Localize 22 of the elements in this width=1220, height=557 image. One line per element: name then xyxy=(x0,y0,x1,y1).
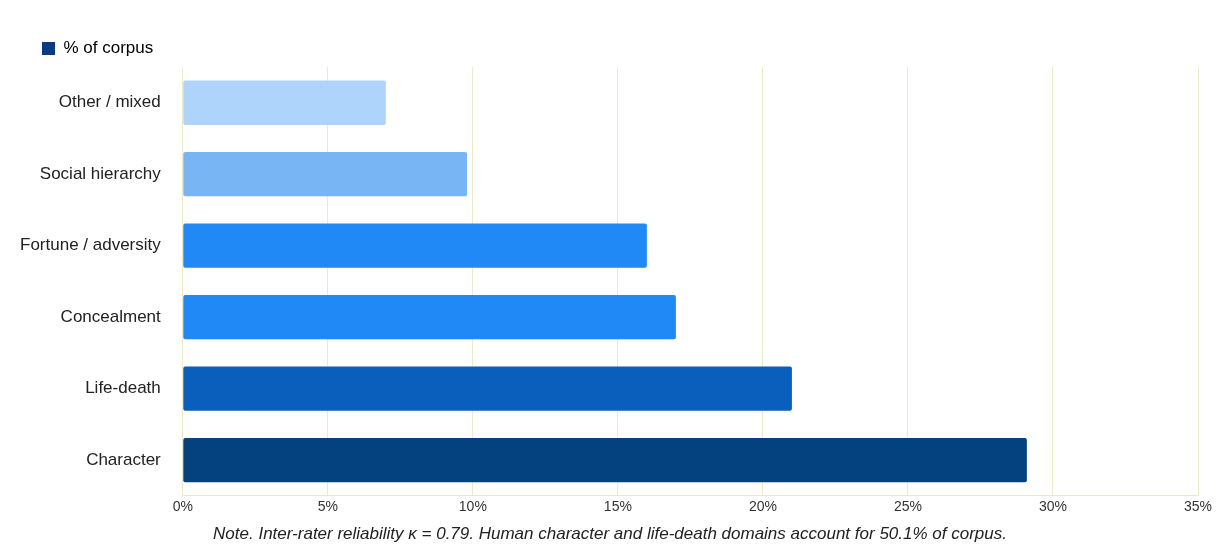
text: Note. Inter-rater reliability κ = 0.79. Human character and life-death domains account for 50.1% of corpus. xyxy=(212,524,1008,544)
legend-label: % of corpus xyxy=(63,38,154,58)
bar xyxy=(183,223,647,268)
x-tick-label: 10% xyxy=(458,498,487,515)
y-tick-label: Other / mixed xyxy=(58,92,161,112)
x-tick-label: 5% xyxy=(317,498,338,515)
x-tick-label: 20% xyxy=(748,498,777,515)
bar xyxy=(183,437,1027,483)
bar xyxy=(183,80,386,125)
y-tick-label: Fortune / adversity xyxy=(20,235,162,255)
y-tick-label: Life-death xyxy=(85,378,161,398)
x-tick-label: 25% xyxy=(893,498,922,515)
bar xyxy=(183,294,676,340)
bar xyxy=(183,152,468,197)
x-tick-label: 35% xyxy=(1183,498,1213,515)
y-tick-label: Concealment xyxy=(60,306,162,326)
x-tick-label: 0% xyxy=(172,498,193,515)
y-tick-label: Social hierarchy xyxy=(39,163,162,183)
bar xyxy=(183,366,792,411)
x-tick-label: 15% xyxy=(603,498,632,515)
x-tick-label: 30% xyxy=(1038,498,1067,515)
y-tick-label: Character xyxy=(86,449,162,469)
